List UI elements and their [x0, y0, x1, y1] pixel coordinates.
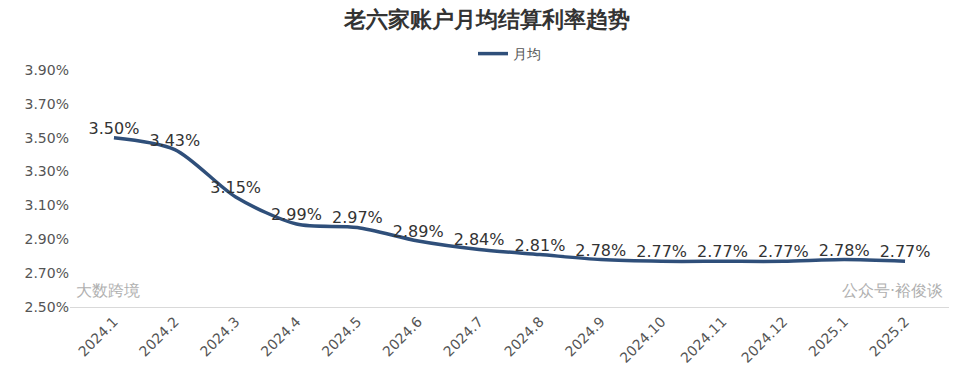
svg-text:2025.2: 2025.2: [866, 314, 912, 360]
svg-text:3.43%: 3.43%: [149, 131, 200, 150]
svg-text:2.99%: 2.99%: [271, 205, 322, 224]
svg-text:2025.1: 2025.1: [805, 314, 851, 360]
svg-text:2.89%: 2.89%: [393, 222, 444, 241]
svg-text:2.77%: 2.77%: [758, 242, 809, 261]
svg-text:2.90%: 2.90%: [25, 231, 69, 247]
svg-text:2.78%: 2.78%: [575, 241, 626, 260]
svg-text:3.90%: 3.90%: [25, 62, 69, 78]
svg-text:2.81%: 2.81%: [515, 236, 566, 255]
svg-text:2024.10: 2024.10: [616, 314, 668, 366]
svg-text:3.10%: 3.10%: [25, 197, 69, 213]
svg-text:2024.6: 2024.6: [379, 314, 425, 360]
svg-text:2024.7: 2024.7: [440, 314, 486, 360]
svg-text:2024.2: 2024.2: [136, 314, 182, 360]
svg-text:2024.5: 2024.5: [318, 314, 364, 360]
svg-text:2.77%: 2.77%: [697, 242, 748, 261]
svg-text:2.78%: 2.78%: [819, 241, 870, 260]
svg-text:2.50%: 2.50%: [25, 299, 69, 315]
svg-text:3.15%: 3.15%: [210, 178, 261, 197]
svg-text:老六家账户月均结算利率趋势: 老六家账户月均结算利率趋势: [343, 7, 630, 32]
svg-text:2024.3: 2024.3: [197, 314, 243, 360]
svg-text:大数跨境: 大数跨境: [76, 281, 140, 300]
svg-text:2.77%: 2.77%: [880, 242, 931, 261]
svg-text:月均: 月均: [513, 46, 541, 62]
svg-text:2024.8: 2024.8: [501, 314, 547, 360]
svg-text:2024.9: 2024.9: [562, 314, 608, 360]
svg-text:2024.12: 2024.12: [738, 314, 790, 366]
svg-text:2.97%: 2.97%: [332, 208, 383, 227]
svg-text:3.70%: 3.70%: [25, 96, 69, 112]
svg-text:2.77%: 2.77%: [636, 242, 687, 261]
svg-text:2024.11: 2024.11: [677, 314, 729, 366]
svg-text:2024.1: 2024.1: [75, 314, 121, 360]
svg-text:2024.4: 2024.4: [258, 314, 304, 360]
svg-text:3.50%: 3.50%: [25, 130, 69, 146]
svg-text:公众号·裕俊谈: 公众号·裕俊谈: [842, 281, 943, 300]
svg-text:2.84%: 2.84%: [454, 230, 505, 249]
svg-text:3.30%: 3.30%: [25, 163, 69, 179]
svg-text:2.70%: 2.70%: [25, 265, 69, 281]
svg-text:3.50%: 3.50%: [89, 119, 140, 138]
